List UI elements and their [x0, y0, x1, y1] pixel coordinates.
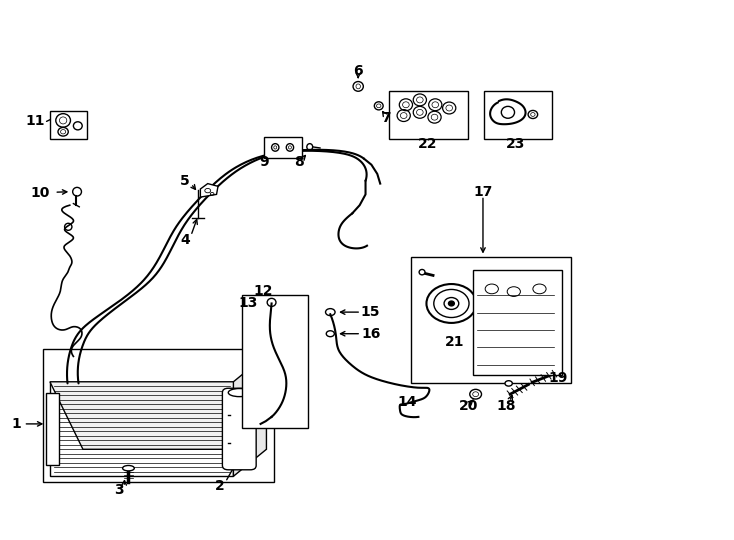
Text: 18: 18: [497, 399, 516, 413]
Bar: [264, 137, 302, 158]
Text: 20: 20: [459, 399, 478, 413]
Bar: [43, 349, 274, 482]
Text: 11: 11: [26, 114, 45, 128]
Text: 22: 22: [418, 137, 437, 151]
Polygon shape: [50, 382, 266, 449]
Bar: [242, 295, 308, 428]
Text: 16: 16: [361, 327, 380, 341]
Text: 7: 7: [381, 111, 391, 125]
Ellipse shape: [419, 269, 425, 275]
Text: 14: 14: [398, 395, 417, 409]
Polygon shape: [233, 355, 266, 476]
Bar: [389, 91, 468, 139]
Bar: [50, 111, 87, 139]
Text: 3: 3: [114, 483, 124, 497]
Text: 6: 6: [353, 64, 363, 78]
Text: 21: 21: [446, 335, 465, 349]
Ellipse shape: [505, 381, 512, 386]
Bar: [473, 270, 562, 375]
Text: 23: 23: [506, 137, 525, 151]
Text: 2: 2: [215, 479, 225, 493]
Polygon shape: [50, 382, 233, 476]
Bar: [484, 91, 552, 139]
Bar: [411, 256, 571, 383]
Ellipse shape: [123, 465, 134, 471]
FancyBboxPatch shape: [222, 388, 256, 470]
Polygon shape: [200, 184, 218, 197]
Text: 9: 9: [259, 155, 269, 169]
Text: 13: 13: [239, 296, 258, 310]
Text: 12: 12: [253, 284, 272, 298]
Text: 17: 17: [473, 185, 493, 199]
Text: 4: 4: [180, 233, 190, 247]
Text: 15: 15: [361, 305, 380, 319]
Text: 19: 19: [548, 371, 567, 385]
Ellipse shape: [448, 301, 454, 306]
Text: 5: 5: [180, 174, 190, 188]
Text: 8: 8: [294, 155, 305, 169]
Text: 10: 10: [31, 186, 50, 200]
Bar: [46, 393, 59, 465]
Text: 1: 1: [11, 417, 21, 431]
